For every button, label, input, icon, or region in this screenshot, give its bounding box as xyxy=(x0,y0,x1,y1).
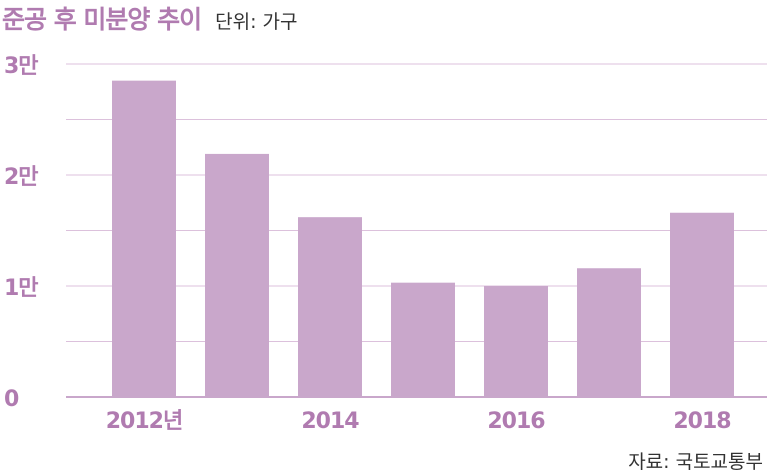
x-tick-label: 2016 xyxy=(487,409,545,434)
bar-2016 xyxy=(484,286,548,397)
y-tick-label: 1만 xyxy=(4,276,38,301)
chart-header: 준공 후 미분양 추이 단위: 가구 xyxy=(2,0,298,40)
bar-2018 xyxy=(670,212,734,397)
chart-title: 준공 후 미분양 추이 xyxy=(2,5,202,34)
y-tick-label: 2만 xyxy=(4,165,38,190)
bars xyxy=(112,80,734,398)
bar-2015 xyxy=(391,282,455,397)
x-tick-label: 2014 xyxy=(301,409,359,434)
y-tick-label: 3만 xyxy=(4,54,38,79)
bar-2012 xyxy=(112,80,176,398)
y-tick-label: 0 xyxy=(4,387,19,412)
y-tick-labels: 0 1만 2만 3만 xyxy=(4,54,39,412)
source-note: 자료: 국토교통부 xyxy=(628,451,763,473)
x-tick-label: 2018 xyxy=(673,409,730,434)
bar-2014 xyxy=(298,217,362,397)
x-tick-labels: 2012년 2014 2016 2018 xyxy=(106,409,732,434)
bar-2013 xyxy=(205,153,269,397)
unit-label: 단위: 가구 xyxy=(215,11,298,33)
x-tick-label: 2012년 xyxy=(106,409,182,434)
bar-2017 xyxy=(577,268,641,397)
